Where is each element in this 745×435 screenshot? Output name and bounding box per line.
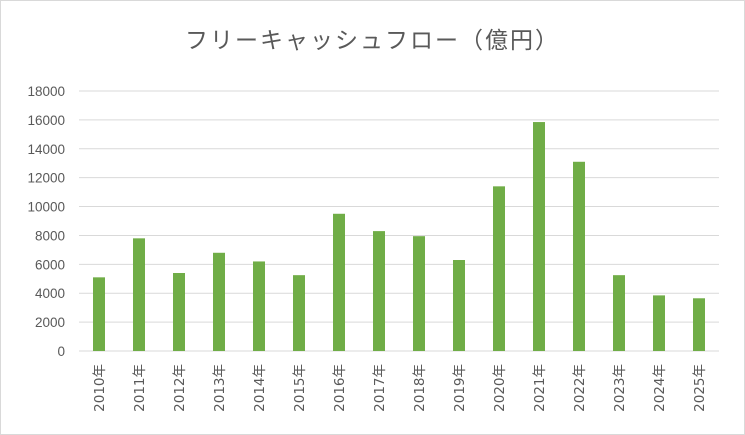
x-tick-label: 2025年 <box>692 364 708 412</box>
y-tick-label: 18000 <box>27 84 65 99</box>
y-tick-label: 2000 <box>35 315 65 330</box>
y-tick-label: 6000 <box>35 257 65 272</box>
x-tick-label: 2013年 <box>212 364 228 412</box>
y-tick-label: 14000 <box>27 142 65 157</box>
x-tick-label: 2020年 <box>492 364 508 412</box>
x-tick-label: 2011年 <box>132 364 148 412</box>
bar <box>133 238 145 351</box>
bar <box>413 236 425 351</box>
y-tick-label: 8000 <box>35 228 65 243</box>
bar <box>293 275 305 351</box>
bar <box>93 277 105 351</box>
x-tick-label: 2022年 <box>572 364 588 412</box>
x-tick-label: 2023年 <box>612 364 628 412</box>
x-tick-label: 2014年 <box>252 364 268 412</box>
bar <box>693 298 705 351</box>
bar <box>253 261 265 351</box>
bar <box>493 186 505 351</box>
bar <box>653 295 665 351</box>
y-tick-label: 10000 <box>27 200 65 215</box>
x-tick-label: 2016年 <box>332 364 348 412</box>
bar <box>373 231 385 351</box>
bar <box>613 275 625 351</box>
chart-title: フリーキャッシュフロー（億円） <box>185 28 560 54</box>
x-tick-label: 2015年 <box>292 364 308 412</box>
bar <box>573 161 585 351</box>
x-tick-label: 2010年 <box>92 364 108 412</box>
x-tick-label: 2019年 <box>452 364 468 412</box>
y-tick-label: 0 <box>57 344 65 359</box>
bar <box>213 252 225 351</box>
bar <box>173 273 185 351</box>
x-tick-label: 2012年 <box>172 364 188 412</box>
x-tick-label: 2021年 <box>532 364 548 412</box>
x-tick-label: 2018年 <box>412 364 428 412</box>
y-tick-label: 16000 <box>27 113 65 128</box>
bar <box>533 122 545 351</box>
x-tick-label: 2017年 <box>372 364 388 412</box>
x-tick-label: 2024年 <box>652 364 668 412</box>
y-tick-label: 4000 <box>35 286 65 301</box>
y-tick-label: 12000 <box>27 171 65 186</box>
bar <box>453 260 465 351</box>
bar <box>333 213 345 351</box>
